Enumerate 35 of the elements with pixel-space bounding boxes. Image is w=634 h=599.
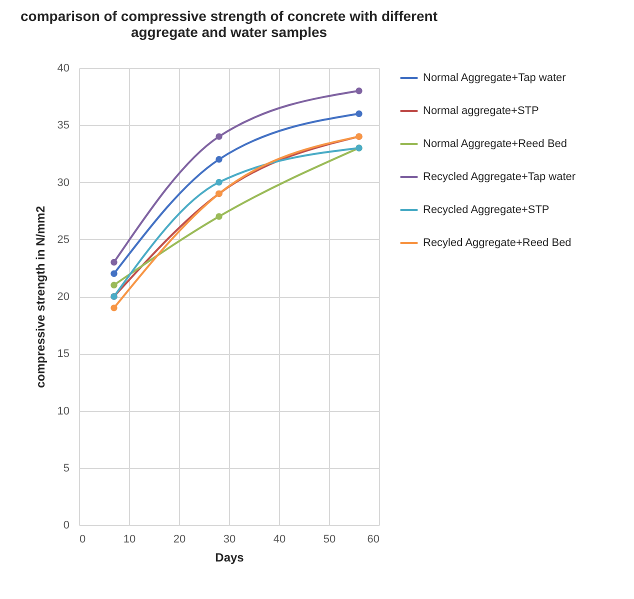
legend-label: Normal aggregate+STP bbox=[423, 105, 539, 117]
y-tick-label: 30 bbox=[57, 176, 70, 189]
point bbox=[110, 304, 118, 312]
y-tick-label: 0 bbox=[63, 520, 70, 532]
y-tick-label: 15 bbox=[57, 348, 70, 360]
legend-label: Recycled Aggregate+Tap water bbox=[423, 171, 576, 183]
point bbox=[110, 258, 118, 266]
y-tick-label: 35 bbox=[57, 120, 70, 132]
point bbox=[110, 282, 118, 288]
y-axis-title: compressive strength in N/mm2 bbox=[33, 206, 48, 388]
point bbox=[110, 270, 118, 277]
point bbox=[216, 213, 222, 220]
y-tick-label: 40 bbox=[57, 62, 70, 74]
x-tick-label: 40 bbox=[273, 534, 286, 546]
point bbox=[216, 133, 222, 140]
legend-label: Recyled Aggregate+Reed Bed bbox=[423, 237, 572, 249]
legend-label: Normal Aggregate+Reed Bed bbox=[423, 138, 568, 150]
point bbox=[356, 88, 362, 94]
point bbox=[356, 110, 362, 118]
y-tick-label: 10 bbox=[57, 405, 70, 418]
x-tick-label: 50 bbox=[323, 534, 336, 546]
chart-title: comparison of compressive strength of concrete with different aggregate and water samples bbox=[20, 8, 438, 40]
x-tick-label: 60 bbox=[367, 534, 380, 546]
x-tick-label: 20 bbox=[173, 534, 186, 546]
x-tick-label: 30 bbox=[223, 534, 236, 546]
y-tick-label: 5 bbox=[63, 462, 70, 474]
y-tick-label: 20 bbox=[57, 291, 70, 303]
point bbox=[216, 156, 222, 163]
x-tick-label: 10 bbox=[123, 534, 136, 546]
legend-label: Normal Aggregate+Tap water bbox=[423, 72, 566, 84]
x-tick-label: 0 bbox=[80, 534, 86, 546]
point bbox=[216, 178, 222, 186]
x-axis-title: Days bbox=[215, 550, 244, 564]
legend-label: Recycled Aggregate+STP bbox=[423, 204, 550, 216]
y-tick-label: 25 bbox=[57, 234, 70, 246]
